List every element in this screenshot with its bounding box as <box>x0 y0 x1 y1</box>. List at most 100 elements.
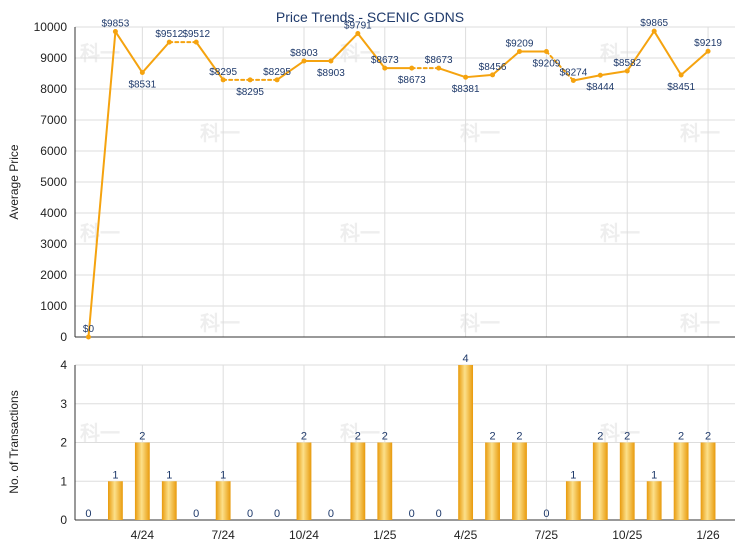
price-line-segment <box>572 74 602 82</box>
watermark: 科一 <box>680 311 720 335</box>
watermark: 科一 <box>340 221 380 245</box>
bar-layer <box>108 365 716 520</box>
price-axis-label: Average Price <box>7 144 21 219</box>
price-value-label: $9865 <box>640 18 668 29</box>
price-value-label: $8673 <box>371 55 399 66</box>
price-value-label: $8444 <box>586 82 614 93</box>
price-point <box>516 49 522 55</box>
price-line-segment <box>653 30 683 77</box>
transaction-count-label: 1 <box>651 469 657 481</box>
transaction-count-label: 2 <box>139 431 145 443</box>
price-line-segment <box>329 32 359 63</box>
price-value-label: $9209 <box>506 39 534 50</box>
price-point <box>597 72 603 78</box>
count-tick-label: 2 <box>60 436 67 450</box>
price-point <box>543 49 549 55</box>
price-value-label: $8381 <box>452 84 480 95</box>
transaction-count-label: 2 <box>516 431 522 443</box>
x-tick-label: 10/25 <box>612 528 642 542</box>
transaction-bar <box>215 481 231 520</box>
price-value-label: $9209 <box>533 59 561 70</box>
count-tick-label: 4 <box>60 358 67 372</box>
price-tick-label: 10000 <box>34 20 68 34</box>
price-point <box>382 65 388 71</box>
price-tick-label: 4000 <box>40 206 67 220</box>
price-line-segment <box>195 41 225 81</box>
x-tick-label: 1/26 <box>696 528 720 542</box>
transaction-count-label: 0 <box>436 508 442 520</box>
price-point <box>85 334 91 340</box>
watermark: 科一 <box>460 121 500 145</box>
price-point <box>112 29 118 35</box>
x-tick-label: 1/25 <box>373 528 397 542</box>
price-tick-label: 2000 <box>40 268 67 282</box>
count-tick-label: 0 <box>60 513 67 527</box>
price-line-segment <box>87 30 117 338</box>
transaction-bar <box>296 442 312 520</box>
price-line-segment <box>545 50 575 82</box>
price-line-segment <box>626 30 656 72</box>
price-line-segment <box>599 69 629 77</box>
watermark: 科一 <box>600 221 640 245</box>
watermark: 科一 <box>460 311 500 335</box>
transactions-axis-label: No. of Transactions <box>7 390 21 493</box>
transaction-count-label: 0 <box>85 508 91 520</box>
price-value-label: $9791 <box>344 20 372 31</box>
price-point <box>463 74 469 80</box>
price-tick-label: 9000 <box>40 51 67 65</box>
transaction-bar <box>619 442 635 520</box>
price-point <box>490 72 496 78</box>
transaction-count-label: 4 <box>463 353 469 365</box>
transaction-bar <box>700 442 716 520</box>
price-line-segment <box>114 30 144 74</box>
transaction-count-label: 0 <box>328 508 334 520</box>
price-point <box>220 77 226 83</box>
transaction-bar <box>108 481 123 520</box>
x-tick-label: 7/24 <box>211 528 235 542</box>
watermark: 科一 <box>340 421 380 445</box>
price-value-label: $8295 <box>236 87 264 98</box>
price-point <box>139 70 145 76</box>
price-point <box>301 58 307 64</box>
transaction-count-label: 2 <box>489 431 495 443</box>
price-tick-label: 1000 <box>40 299 67 313</box>
price-point <box>247 77 253 83</box>
transaction-bar <box>458 365 474 520</box>
transaction-count-label: 1 <box>570 469 576 481</box>
price-value-label: $8903 <box>290 48 318 59</box>
price-point <box>651 28 657 34</box>
transaction-count-label: 0 <box>247 508 253 520</box>
price-line-segment <box>680 50 710 77</box>
price-point <box>409 65 415 71</box>
price-point <box>705 48 711 54</box>
transaction-bar <box>134 442 150 520</box>
price-line-segment <box>491 50 521 76</box>
price-point <box>193 39 199 45</box>
price-line-segment <box>356 32 386 70</box>
price-tick-label: 6000 <box>40 144 67 158</box>
price-point <box>624 68 630 74</box>
price-value-label: $9219 <box>694 38 722 49</box>
price-value-label: $8295 <box>209 67 237 78</box>
price-tick-label: 5000 <box>40 175 67 189</box>
x-tick-label: 10/24 <box>289 528 319 542</box>
line-layer <box>85 28 711 340</box>
price-value-label: $8582 <box>613 58 641 69</box>
transaction-count-label: 2 <box>382 431 388 443</box>
transaction-bar <box>485 442 500 520</box>
transaction-count-label: 1 <box>112 469 118 481</box>
price-tick-label: 0 <box>60 330 67 344</box>
transaction-count-label: 2 <box>705 431 711 443</box>
watermark: 科一 <box>200 121 240 145</box>
transaction-bar <box>673 442 689 520</box>
price-point <box>570 78 576 84</box>
transaction-count-label: 1 <box>166 469 172 481</box>
transaction-bar <box>646 481 662 520</box>
price-value-label: $9512 <box>155 29 183 40</box>
count-tick-label: 1 <box>60 474 67 488</box>
price-value-label: $8673 <box>398 75 426 86</box>
watermark: 科一 <box>200 311 240 335</box>
